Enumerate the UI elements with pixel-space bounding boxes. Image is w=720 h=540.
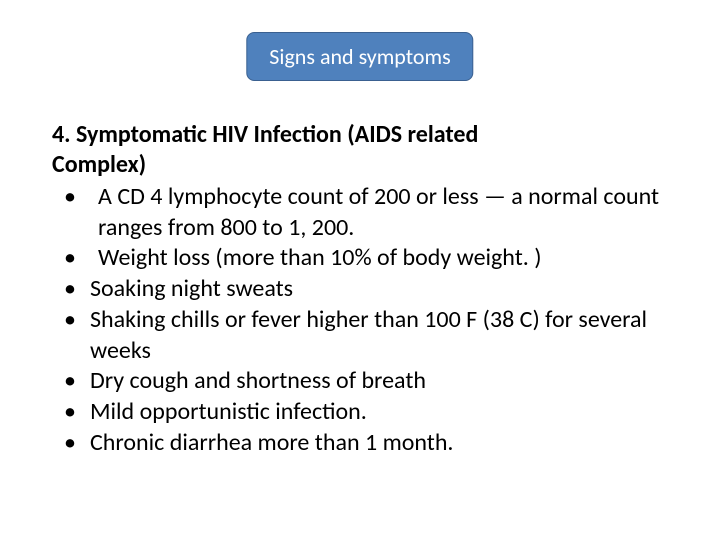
list-item: Shaking chills or fever higher than 100 … bbox=[52, 305, 668, 366]
bullet-text: Shaking chills or fever higher than 100 … bbox=[90, 305, 647, 365]
bullet-text: Chronic diarrhea more than 1 month. bbox=[90, 428, 454, 457]
list-item: A CD 4 lymphocyte count of 200 or less —… bbox=[52, 182, 668, 243]
header-badge: Signs and symptoms bbox=[246, 32, 473, 81]
slide-content: 4. Symptomatic HIV Infection (AIDS relat… bbox=[52, 120, 668, 458]
bullet-text: Soaking night sweats bbox=[90, 274, 293, 303]
section-title: 4. Symptomatic HIV Infection (AIDS relat… bbox=[52, 120, 668, 180]
bullet-text: A CD 4 lymphocyte count of 200 or less —… bbox=[98, 182, 659, 242]
list-item: Weight loss (more than 10% of body weigh… bbox=[52, 243, 668, 274]
bullet-list: A CD 4 lymphocyte count of 200 or less —… bbox=[52, 182, 668, 458]
badge-text: Signs and symptoms bbox=[269, 43, 450, 70]
list-item: Soaking night sweats bbox=[52, 274, 668, 305]
list-item: Chronic diarrhea more than 1 month. bbox=[52, 428, 668, 459]
bullet-text: Mild opportunistic infection. bbox=[90, 397, 367, 426]
bullet-text: Weight loss (more than 10% of body weigh… bbox=[98, 243, 542, 272]
list-item: Dry cough and shortness of breath bbox=[52, 366, 668, 397]
title-line-2: Complex) bbox=[52, 150, 146, 179]
title-line-1: 4. Symptomatic HIV Infection (AIDS relat… bbox=[52, 120, 478, 149]
list-item: Mild opportunistic infection. bbox=[52, 397, 668, 428]
bullet-text: Dry cough and shortness of breath bbox=[90, 366, 426, 395]
